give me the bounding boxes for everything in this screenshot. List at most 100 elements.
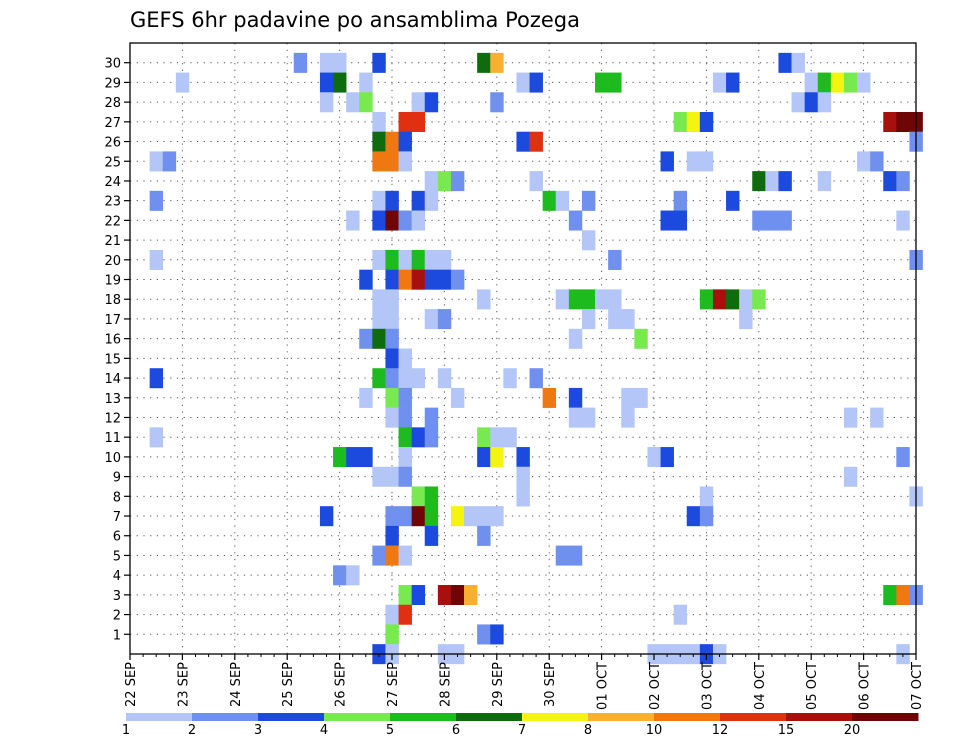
heatmap-cell xyxy=(555,289,570,310)
heatmap-cell xyxy=(385,466,399,487)
y-tick-label: 7 xyxy=(113,510,121,525)
heatmap-cell xyxy=(372,289,386,310)
heatmap-cell xyxy=(804,72,819,93)
heatmap-cell xyxy=(843,466,858,487)
heatmap-cell xyxy=(398,545,412,566)
heatmap-cell xyxy=(791,92,805,113)
heatmap-cell xyxy=(175,72,190,93)
colorbar-label: 3 xyxy=(254,723,262,738)
heatmap-cell xyxy=(739,309,753,330)
heatmap-cell xyxy=(529,131,543,152)
heatmap-cell xyxy=(333,52,347,73)
y-tick-label: 25 xyxy=(104,155,121,170)
colorbar-label: 8 xyxy=(584,723,592,738)
colorbar-label: 1 xyxy=(122,723,130,738)
heatmap-cell xyxy=(634,328,648,349)
heatmap-cell xyxy=(424,309,439,330)
y-tick-label: 2 xyxy=(113,609,121,624)
colorbar-swatch xyxy=(522,713,589,721)
heatmap-cell xyxy=(752,210,766,231)
heatmap-cell xyxy=(437,249,452,270)
heatmap-cell xyxy=(568,328,583,349)
heatmap-cell xyxy=(883,585,897,606)
heatmap-cell xyxy=(424,92,439,113)
heatmap-cell xyxy=(490,624,504,645)
heatmap-cell xyxy=(372,131,386,152)
y-tick-label: 30 xyxy=(104,57,121,72)
heatmap-cell xyxy=(568,210,583,231)
heatmap-cell xyxy=(359,328,373,349)
heatmap-cell xyxy=(333,565,347,586)
heatmap-cell xyxy=(595,289,609,310)
colorbar-label: 4 xyxy=(320,723,328,738)
heatmap-cell xyxy=(608,72,622,93)
heatmap-cell xyxy=(385,525,399,546)
heatmap-cell xyxy=(372,545,386,566)
heatmap-cell xyxy=(385,604,399,625)
heatmap-cell xyxy=(411,427,426,448)
heatmap-cell xyxy=(503,368,517,389)
heatmap-cell xyxy=(385,210,399,231)
heatmap-cell xyxy=(778,52,792,73)
heatmap-cell xyxy=(699,111,714,132)
heatmap-cell xyxy=(346,565,360,586)
y-tick-label: 6 xyxy=(113,530,121,545)
heatmap-cell xyxy=(372,309,386,330)
heatmap-cell xyxy=(464,585,478,606)
heatmap-cell xyxy=(529,171,543,192)
heatmap-cell xyxy=(477,289,491,310)
x-axis-ticks: 22 SEP 23 SEP 24 SEP 25 SEP 26 SEP 27 SEP 28 S… xyxy=(124,654,925,710)
heatmap-cell xyxy=(411,368,426,389)
heatmap-cell xyxy=(385,387,399,408)
heatmap-cell xyxy=(398,348,412,369)
x-tick-label: 26 SEP xyxy=(334,662,349,707)
heatmap-cell xyxy=(398,210,412,231)
y-tick-label: 17 xyxy=(104,313,121,328)
colorbar-label: 20 xyxy=(844,723,861,738)
y-tick-label: 3 xyxy=(113,589,121,604)
y-tick-label: 13 xyxy=(104,392,121,407)
heatmap-cell xyxy=(896,210,910,231)
heatmap-cell xyxy=(477,427,491,448)
heatmap-cell xyxy=(568,545,583,566)
heatmap-cell xyxy=(424,249,439,270)
heatmap-cell xyxy=(385,190,399,211)
y-tick-label: 21 xyxy=(104,234,121,249)
heatmap-cell xyxy=(450,171,465,192)
x-tick-label: 30 SEP xyxy=(543,662,558,707)
heatmap-cell xyxy=(372,368,386,389)
y-tick-label: 10 xyxy=(104,451,121,466)
x-tick-label: 27 SEP xyxy=(386,662,401,707)
heatmap-cell xyxy=(424,407,439,428)
colorbar-legend: 1 2 3 4 5 6 7 8 10 12 15 20 xyxy=(122,713,919,738)
heatmap-cell xyxy=(385,249,399,270)
y-tick-label: 27 xyxy=(104,116,121,131)
colorbar-label: 7 xyxy=(518,723,526,738)
heatmap-cell xyxy=(411,111,426,132)
y-tick-label: 8 xyxy=(113,490,121,505)
heatmap-cell xyxy=(568,289,583,310)
heatmap-cell xyxy=(490,52,504,73)
heatmap-cell xyxy=(634,387,648,408)
colorbar-label: 2 xyxy=(188,723,196,738)
heatmap-cell xyxy=(398,131,412,152)
heatmap-cell xyxy=(686,506,701,527)
heatmap-cell xyxy=(359,269,373,290)
heatmap-cell xyxy=(372,151,386,172)
heatmap-cell xyxy=(398,111,412,132)
colorbar-swatch xyxy=(720,713,787,721)
heatmap-cell xyxy=(372,466,386,487)
heatmap-cell xyxy=(437,171,452,192)
heatmap-cell xyxy=(411,585,426,606)
heatmap-cell xyxy=(896,111,910,132)
heatmap-cell xyxy=(411,486,426,507)
heatmap-cell xyxy=(870,407,884,428)
heatmap-cell xyxy=(568,407,583,428)
y-tick-label: 15 xyxy=(104,352,121,367)
y-tick-label: 1 xyxy=(113,628,121,643)
heatmap-cell xyxy=(660,151,674,172)
heatmap-cell xyxy=(149,151,164,172)
heatmap-cell xyxy=(450,269,465,290)
colorbar-swatch xyxy=(786,713,853,721)
heatmap-cell xyxy=(739,289,753,310)
